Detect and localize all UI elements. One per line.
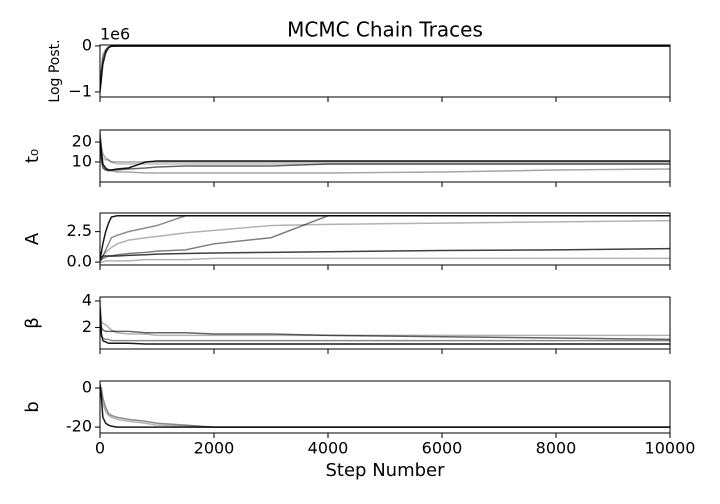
x-tick-label: 0 — [95, 439, 105, 458]
axes-frame — [99, 44, 671, 98]
y-offset-label: 1e6 — [100, 25, 130, 44]
y-tick-label: 2.5 — [67, 221, 92, 240]
x-tick-label: 8000 — [536, 439, 577, 458]
y-axis-label: β — [22, 317, 43, 329]
x-axis-label: Step Number — [325, 460, 445, 481]
trace-line — [100, 257, 670, 263]
y-tick-label: 0.0 — [67, 252, 92, 271]
trace-line — [100, 385, 670, 428]
trace-line — [100, 384, 670, 428]
y-axis-label: b — [22, 401, 43, 412]
x-tick-label: 2000 — [194, 439, 235, 458]
trace-line — [100, 215, 670, 262]
trace-line — [100, 137, 670, 171]
trace-line — [100, 327, 670, 342]
y-tick-label: 10 — [72, 152, 92, 171]
trace-line — [100, 387, 670, 428]
axes-frame — [99, 296, 671, 350]
y-axis-label: A — [22, 232, 43, 245]
trace-line — [100, 133, 670, 163]
x-tick-label: 10000 — [645, 439, 696, 458]
x-tick-label: 4000 — [308, 439, 349, 458]
trace-line — [100, 131, 670, 165]
trace-line — [100, 307, 670, 345]
trace-line — [100, 45, 670, 90]
trace-line — [100, 219, 670, 261]
trace-line — [100, 45, 670, 93]
trace-line — [100, 45, 670, 88]
y-tick-label: 2 — [82, 317, 92, 336]
y-tick-label: −1 — [68, 81, 92, 100]
y-axis-label: Log Post. — [47, 39, 63, 102]
trace-line — [100, 300, 670, 337]
axes-frame — [99, 212, 671, 266]
axes-frame — [99, 129, 671, 183]
trace-line — [100, 247, 670, 259]
axes-frame — [99, 380, 671, 434]
y-tick-label: 4 — [82, 290, 92, 309]
y-tick-label: 20 — [72, 132, 92, 151]
x-tick-label: 6000 — [422, 439, 463, 458]
y-axis-label: t₀ — [22, 149, 43, 163]
y-tick-label: -20 — [66, 417, 92, 436]
y-tick-label: 0 — [82, 35, 92, 54]
trace-line — [100, 215, 670, 262]
trace-line — [100, 141, 670, 171]
trace-line — [100, 314, 670, 341]
trace-line — [100, 145, 670, 174]
y-tick-label: 0 — [82, 378, 92, 397]
chart-title: MCMC Chain Traces — [287, 18, 483, 42]
